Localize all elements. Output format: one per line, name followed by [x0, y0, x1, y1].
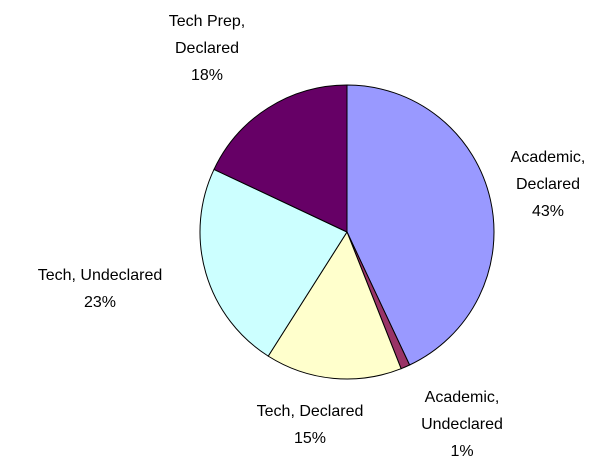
pie-slice	[199, 168, 348, 357]
slice-label: Tech, Undeclared 23%	[0, 262, 200, 316]
slice-label: Academic, Undeclared 1%	[412, 384, 512, 464]
category-label: Tech, Declared	[256, 403, 364, 420]
value-label: 15%	[293, 430, 327, 447]
category-label: Tech Prep, Declared	[168, 13, 246, 57]
slice-label: Tech, Declared 15%	[230, 398, 390, 452]
pie-slice	[213, 84, 348, 233]
pie-slice	[267, 230, 402, 380]
value-label: 18%	[190, 67, 224, 84]
category-label: Academic, Undeclared	[421, 389, 503, 433]
value-label: 23%	[83, 294, 117, 311]
value-label: 43%	[531, 203, 565, 220]
value-label: 1%	[450, 443, 474, 460]
pie-slice	[346, 84, 495, 366]
slice-label: Tech Prep, Declared 18%	[157, 8, 257, 89]
category-label: Academic, Declared	[510, 149, 586, 193]
category-label: Tech, Undeclared	[37, 267, 163, 284]
slice-label: Academic, Declared 43%	[503, 144, 593, 225]
